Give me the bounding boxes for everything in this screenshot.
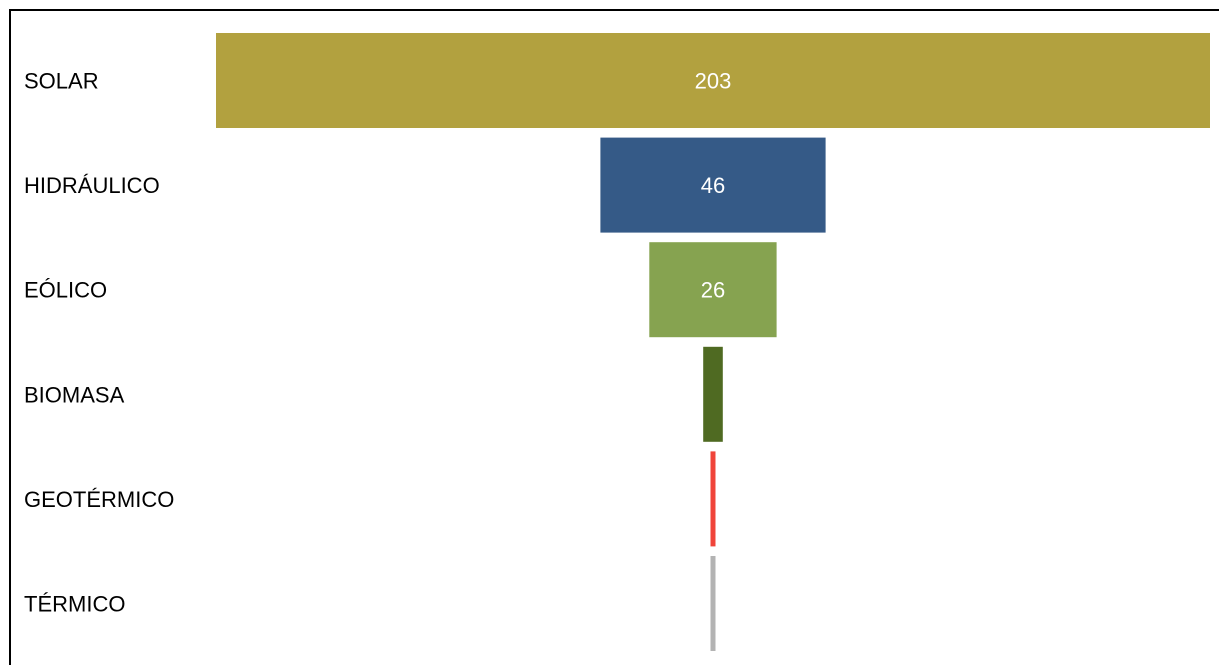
category-label: GEOTÉRMICO (24, 487, 174, 512)
category-label: TÉRMICO (24, 592, 125, 617)
bar-solar (216, 33, 1210, 128)
bar-geotérmico (710, 451, 716, 547)
bar-hidráulico (600, 137, 826, 233)
chart-frame (9, 9, 1219, 665)
category-label: HIDRÁULICO (24, 173, 160, 198)
data-label: 46 (701, 173, 725, 198)
category-label: SOLAR (24, 69, 99, 94)
bar-térmico (710, 556, 716, 651)
bar-biomasa (703, 346, 723, 442)
data-label: 26 (701, 278, 725, 303)
category-label: EÓLICO (24, 278, 107, 303)
bar-eólico (649, 242, 777, 338)
category-label: BIOMASA (24, 382, 125, 407)
data-label: 203 (695, 69, 732, 94)
